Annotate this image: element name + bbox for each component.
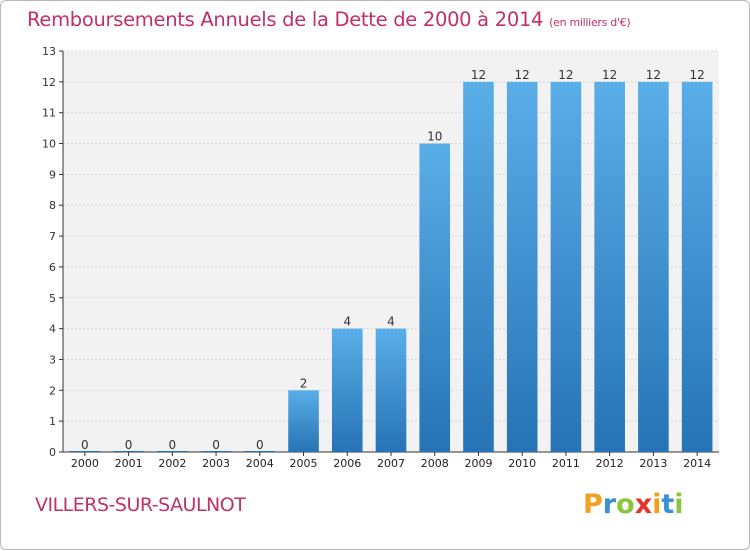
logo-letter: o xyxy=(616,489,635,520)
x-tick-label: 2013 xyxy=(639,457,667,470)
y-tick-label: 2 xyxy=(49,384,56,397)
y-tick-label: 10 xyxy=(42,138,56,151)
bar xyxy=(506,81,538,452)
data-label: 12 xyxy=(602,68,617,82)
data-label: 12 xyxy=(471,68,486,82)
data-label: 2 xyxy=(300,376,308,390)
bar xyxy=(638,81,669,452)
data-label: 12 xyxy=(515,68,530,82)
bar xyxy=(550,81,582,452)
bar xyxy=(244,451,276,452)
x-tick-label: 2001 xyxy=(115,457,143,470)
data-label: 0 xyxy=(212,438,220,452)
logo-letter: P xyxy=(583,489,603,520)
x-tick-label: 2009 xyxy=(464,457,492,470)
y-tick-label: 3 xyxy=(49,353,56,366)
bar xyxy=(331,328,363,452)
y-tick-label: 11 xyxy=(42,107,56,120)
y-tick-label: 0 xyxy=(49,446,56,459)
data-label: 12 xyxy=(689,68,704,82)
x-tick-label: 2005 xyxy=(290,457,318,470)
commune-name: VILLERS-SUR-SAULNOT xyxy=(35,494,246,516)
x-tick-label: 2010 xyxy=(508,457,536,470)
y-tick-label: 1 xyxy=(49,415,56,428)
x-tick-label: 2006 xyxy=(333,457,361,470)
bar xyxy=(375,328,407,452)
x-tick-label: 2003 xyxy=(202,457,230,470)
y-tick-label: 7 xyxy=(49,230,56,243)
chart-title-text: Remboursements Annuels de la Dette de 20… xyxy=(27,8,544,31)
data-label: 0 xyxy=(125,438,133,452)
labels: 0123456789101112130200002001020020200302… xyxy=(42,45,711,470)
grid-lines xyxy=(63,50,719,422)
y-tick-label: 4 xyxy=(49,323,56,336)
x-tick-label: 2008 xyxy=(421,457,449,470)
data-label: 0 xyxy=(81,438,89,452)
bar xyxy=(113,451,144,452)
bar xyxy=(681,81,713,452)
y-tick-label: 13 xyxy=(42,45,56,58)
bar xyxy=(69,451,101,452)
data-label: 4 xyxy=(343,315,351,329)
logo-letter: t xyxy=(661,489,675,520)
y-tick-label: 9 xyxy=(49,168,56,181)
y-tick-label: 8 xyxy=(49,199,56,212)
x-tick-label: 2002 xyxy=(158,457,186,470)
bars xyxy=(69,81,713,453)
proxiti-logo: Proxiti xyxy=(583,489,684,520)
data-label: 0 xyxy=(256,438,264,452)
logo-letter: i xyxy=(652,489,662,520)
y-tick-label: 5 xyxy=(49,292,56,305)
y-tick-label: 6 xyxy=(49,261,56,274)
x-tick-label: 2007 xyxy=(377,457,405,470)
logo-letter: x xyxy=(634,489,653,520)
y-tick-label: 12 xyxy=(42,76,56,89)
x-tick-label: 2000 xyxy=(71,457,99,470)
logo-letter: r xyxy=(602,489,617,520)
x-tick-label: 2012 xyxy=(596,457,624,470)
data-label: 12 xyxy=(646,68,661,82)
x-tick-label: 2014 xyxy=(683,457,711,470)
logo-letter: i xyxy=(674,489,684,520)
bar xyxy=(594,81,625,452)
chart-title: Remboursements Annuels de la Dette de 20… xyxy=(27,8,631,31)
bar xyxy=(157,451,188,452)
x-tick-label: 2004 xyxy=(246,457,274,470)
data-label: 12 xyxy=(558,68,573,82)
data-label: 4 xyxy=(387,315,395,329)
data-label: 0 xyxy=(169,438,177,452)
data-label: 10 xyxy=(427,130,442,144)
x-tick-label: 2011 xyxy=(552,457,580,470)
chart-unit: (en milliers d'€) xyxy=(549,16,631,29)
bar xyxy=(288,390,319,452)
bar xyxy=(200,451,232,452)
bar xyxy=(419,143,451,453)
bar xyxy=(463,81,494,452)
